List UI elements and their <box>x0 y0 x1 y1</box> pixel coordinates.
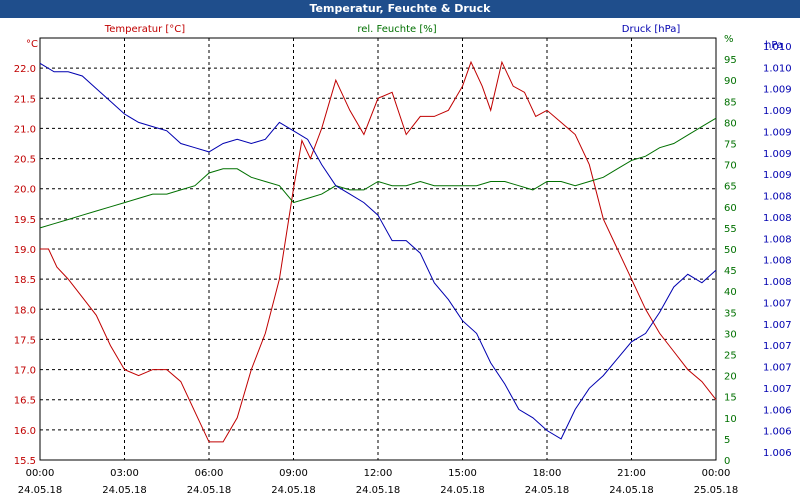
humidity-line <box>39 117 717 229</box>
x-tick-date: 24.05.18 <box>440 485 485 496</box>
x-tick-time: 00:00 <box>26 468 55 479</box>
pressure-tick-label: 1.006 <box>763 405 792 416</box>
x-tick-date: 24.05.18 <box>18 485 63 496</box>
humidity-tick-label: 10 <box>724 414 737 425</box>
chart-canvas: 00:00 24.05.18 03:00 24.05.18 06:00 24.05.18 0… <box>14 24 792 496</box>
pressure-tick-label: 1.009 <box>763 106 792 117</box>
humidity-tick-label: 85 <box>724 97 737 108</box>
pressure-tick-label: 1.009 <box>763 149 792 160</box>
temperature-tick-label: 22.0 <box>14 64 36 75</box>
grid <box>39 37 717 461</box>
humidity-tick-label: 35 <box>724 308 737 319</box>
pressure-tick-label: 1.009 <box>763 85 792 96</box>
temperature-tick-label: 19.0 <box>14 245 36 256</box>
x-tick-time: 21:00 <box>617 468 646 479</box>
temperature-tick-label: 16.0 <box>14 426 36 437</box>
pressure-tick-label: 1.009 <box>763 170 792 181</box>
x-tick-time: 06:00 <box>195 468 224 479</box>
temperature-axis-label: Temperatur [°C] <box>104 24 185 35</box>
humidity-tick-label: 30 <box>724 329 737 340</box>
humidity-tick-label: 50 <box>724 245 737 256</box>
pressure-tick-label: 1.008 <box>763 234 792 245</box>
humidity-tick-label: 0 <box>724 456 730 467</box>
pressure-tick-label: 1.010 <box>763 42 792 53</box>
temperature-tick-label: 17.5 <box>14 335 36 346</box>
humidity-tick-label: 25 <box>724 351 737 362</box>
temperature-tick-label: 15.5 <box>14 456 36 467</box>
humidity-tick-label: 90 <box>724 76 737 87</box>
humidity-tick-label: 15 <box>724 393 737 404</box>
x-tick-time: 00:00 <box>702 468 731 479</box>
humidity-tick-label: 80 <box>724 118 737 129</box>
x-tick-date: 24.05.18 <box>609 485 654 496</box>
pressure-tick-label: 1.007 <box>763 341 792 352</box>
temperature-tick-label: 20.5 <box>14 155 36 166</box>
x-tick-date: 24.05.18 <box>356 485 401 496</box>
humidity-tick-label: 70 <box>724 161 737 172</box>
x-tick-date: 25.05.18 <box>694 485 739 496</box>
x-tick-time: 18:00 <box>533 468 562 479</box>
temperature-tick-label: 19.5 <box>14 215 36 226</box>
pressure-tick-label: 1.010 <box>763 63 792 74</box>
temperature-tick-label: 21.5 <box>14 94 36 105</box>
x-tick-date: 24.05.18 <box>187 485 232 496</box>
axis-labels: 00:00 24.05.18 03:00 24.05.18 06:00 24.05.18 0… <box>14 24 792 496</box>
pressure-tick-label: 1.007 <box>763 298 792 309</box>
temperature-tick-label: 21.0 <box>14 124 36 135</box>
x-tick-date: 24.05.18 <box>525 485 570 496</box>
chart-title: Temperatur, Feuchte & Druck <box>0 0 800 18</box>
humidity-tick-label: 60 <box>724 203 737 214</box>
humidity-tick-label: 95 <box>724 55 737 66</box>
series-lines <box>39 60 717 443</box>
humidity-tick-label: 20 <box>724 372 737 383</box>
temperature-tick-label: 20.0 <box>14 185 36 196</box>
humidity-tick-label: 75 <box>724 140 737 151</box>
x-tick-time: 09:00 <box>279 468 308 479</box>
x-tick-time: 12:00 <box>364 468 393 479</box>
humidity-tick-label: 45 <box>724 266 737 277</box>
pressure-unit: hPa <box>765 40 783 51</box>
pressure-tick-label: 1.008 <box>763 256 792 267</box>
pressure-line <box>39 62 717 440</box>
pressure-tick-label: 1.007 <box>763 384 792 395</box>
x-tick-time: 15:00 <box>448 468 477 479</box>
x-tick-date: 24.05.18 <box>271 485 316 496</box>
temperature-tick-label: 17.0 <box>14 366 36 377</box>
pressure-tick-label: 1.006 <box>763 427 792 438</box>
humidity-tick-label: 40 <box>724 287 737 298</box>
pressure-axis-label: Druck [hPa] <box>622 24 681 35</box>
humidity-tick-label: 5 <box>724 435 730 446</box>
temperature-tick-label: 16.5 <box>14 396 36 407</box>
pressure-tick-label: 1.008 <box>763 192 792 203</box>
humidity-tick-label: 65 <box>724 182 737 193</box>
temperature-unit: °C <box>26 39 38 50</box>
pressure-tick-label: 1.008 <box>763 213 792 224</box>
pressure-tick-label: 1.007 <box>763 320 792 331</box>
pressure-tick-label: 1.006 <box>763 448 792 459</box>
x-tick-time: 03:00 <box>110 468 139 479</box>
pressure-tick-label: 1.008 <box>763 277 792 288</box>
humidity-tick-label: % <box>724 34 734 45</box>
temperature-tick-label: 18.5 <box>14 275 36 286</box>
humidity-axis-label: rel. Feuchte [%] <box>357 24 436 35</box>
x-tick-date: 24.05.18 <box>102 485 147 496</box>
temperature-tick-label: 18.0 <box>14 305 36 316</box>
pressure-tick-label: 1.007 <box>763 363 792 374</box>
pressure-tick-label: 1.009 <box>763 127 792 138</box>
temperature-line <box>40 60 717 443</box>
humidity-tick-label: 55 <box>724 224 737 235</box>
